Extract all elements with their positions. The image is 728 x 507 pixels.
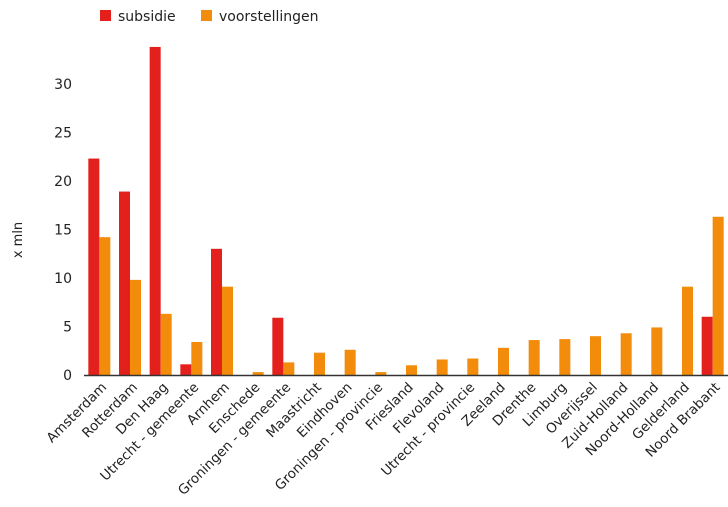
bar-voorstellingen: [528, 340, 540, 375]
bar-voorstellingen: [344, 349, 356, 375]
y-tick-label: 30: [54, 77, 72, 93]
bar-voorstellingen: [620, 333, 632, 375]
bars: [88, 46, 724, 375]
bar-subsidie: [701, 316, 713, 375]
bar-voorstellingen: [467, 358, 479, 375]
bar-subsidie: [88, 158, 100, 375]
bar-subsidie: [180, 364, 192, 375]
bar-voorstellingen: [160, 313, 172, 375]
y-tick-label: 20: [54, 174, 72, 190]
bar-voorstellingen: [590, 336, 601, 375]
legend-label-subsidie: subsidie: [118, 9, 176, 25]
bar-voorstellingen: [222, 286, 233, 375]
bar-voorstellingen: [436, 359, 448, 375]
y-tick-label: 0: [63, 368, 72, 384]
y-tick-label: 10: [54, 271, 72, 287]
bar-voorstellingen: [252, 372, 264, 375]
bar-voorstellingen: [314, 352, 325, 375]
bar-voorstellingen: [559, 339, 571, 375]
bar-voorstellingen: [682, 286, 693, 375]
bar-voorstellingen: [375, 372, 387, 375]
bar-voorstellingen: [191, 342, 203, 375]
bar-voorstellingen: [498, 347, 509, 375]
bar-voorstellingen: [651, 327, 663, 375]
y-tick-label: 25: [54, 125, 72, 141]
y-axis-ticks: 0 5 10 15 20 25 30: [54, 77, 72, 384]
y-axis-title: x mln: [11, 222, 26, 258]
bar-subsidie: [119, 191, 130, 375]
bar-subsidie: [211, 248, 222, 375]
bar-subsidie: [272, 317, 284, 375]
bar-voorstellingen: [406, 365, 417, 375]
bar-voorstellingen: [283, 362, 295, 375]
legend-swatch-voorstellingen: [201, 10, 212, 21]
y-tick-label: 15: [54, 222, 72, 238]
bar-subsidie: [149, 46, 161, 375]
bar-voorstellingen: [130, 279, 141, 375]
bar-voorstellingen: [712, 216, 724, 375]
legend-swatch-subsidie: [100, 10, 111, 21]
legend: subsidie voorstellingen: [100, 9, 318, 25]
y-tick-label: 5: [63, 319, 72, 335]
bar-voorstellingen: [99, 237, 111, 375]
legend-label-voorstellingen: voorstellingen: [219, 9, 318, 25]
